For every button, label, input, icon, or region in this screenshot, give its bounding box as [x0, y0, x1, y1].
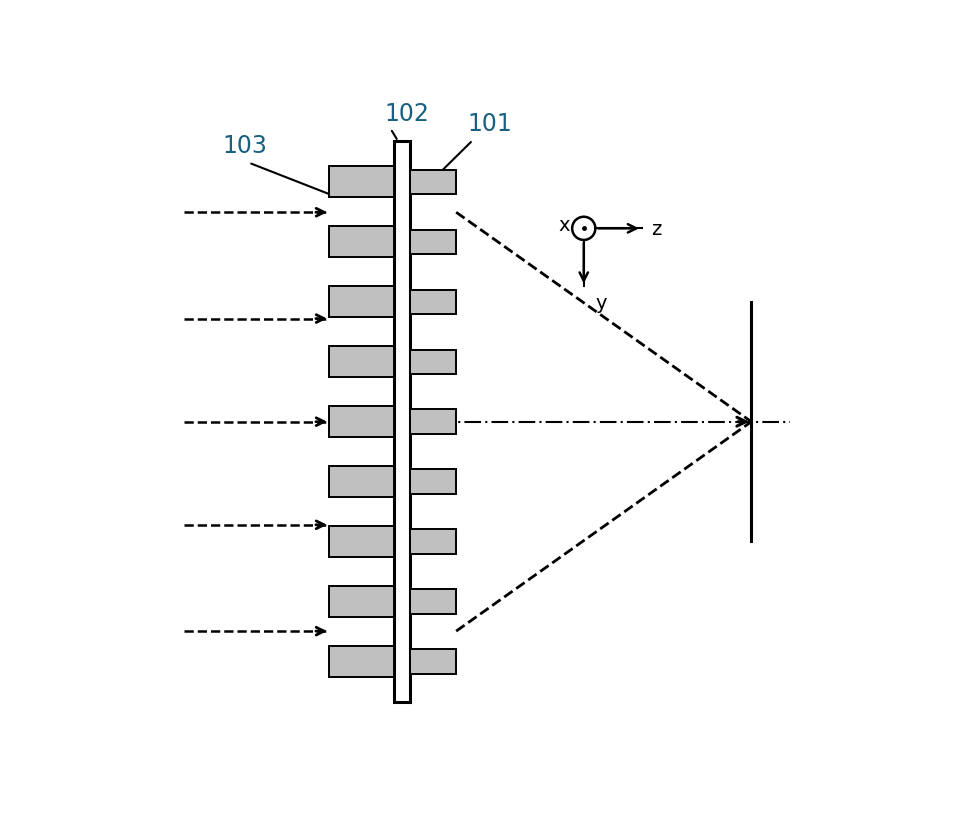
Text: x: x — [559, 216, 569, 235]
Bar — [329, 287, 394, 318]
Text: y: y — [595, 293, 607, 313]
Bar — [409, 530, 456, 554]
Bar — [409, 231, 456, 255]
Bar — [329, 466, 394, 497]
Bar — [329, 527, 394, 558]
Text: 101: 101 — [468, 112, 512, 135]
Text: 103: 103 — [222, 135, 268, 158]
Bar — [409, 410, 456, 435]
Bar — [329, 167, 394, 198]
Bar — [409, 290, 456, 314]
Bar — [329, 347, 394, 378]
Bar — [409, 589, 456, 614]
Bar — [329, 646, 394, 677]
Bar — [409, 171, 456, 195]
Bar — [329, 407, 394, 437]
Bar — [394, 142, 409, 702]
Bar — [329, 586, 394, 617]
Text: z: z — [651, 220, 662, 238]
Bar — [409, 470, 456, 494]
Circle shape — [572, 217, 595, 241]
Text: 102: 102 — [384, 102, 429, 126]
Bar — [409, 650, 456, 674]
Bar — [329, 227, 394, 258]
Bar — [409, 350, 456, 375]
